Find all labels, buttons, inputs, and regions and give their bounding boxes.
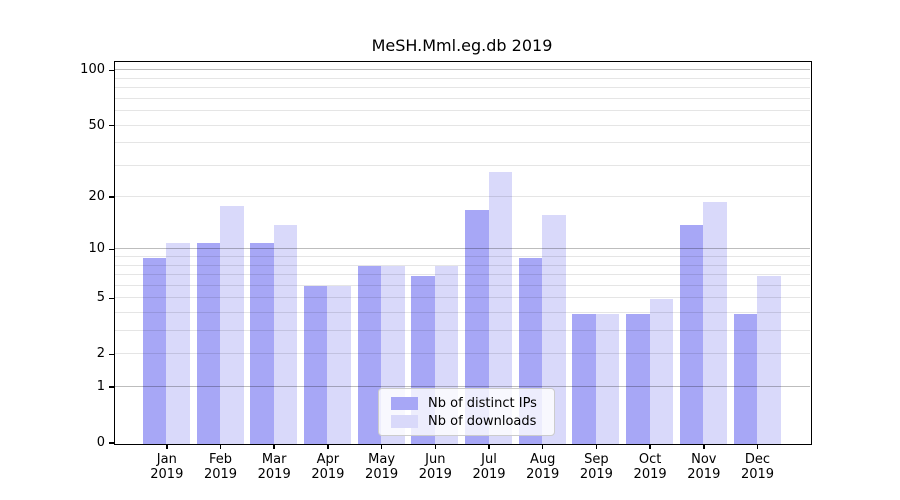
bar-distinct-ips-nov: [679, 224, 704, 444]
gridline-minor: [114, 284, 810, 286]
x-tick-mark: [166, 444, 168, 449]
x-tick-mark: [488, 444, 490, 449]
bar-downloads-dec: [757, 275, 781, 444]
legend: Nb of distinct IPs Nb of downloads: [378, 388, 555, 436]
gridline-minor: [114, 124, 810, 126]
x-tick-label-feb: Feb 2019: [203, 452, 238, 482]
legend-item-distinct-ips: Nb of distinct IPs: [387, 396, 546, 411]
gridline-minor: [114, 256, 810, 258]
y-tick-label: 0: [96, 435, 105, 450]
y-tick-label: 20: [88, 189, 105, 205]
gridline-minor: [114, 196, 810, 198]
x-tick-label-mar: Mar 2019: [257, 452, 291, 482]
y-tick-label: 1: [96, 379, 105, 395]
gridline-minor: [114, 97, 810, 99]
bar-distinct-ips-sep: [572, 313, 596, 444]
bar-downloads-jul: [488, 171, 512, 444]
bar-distinct-ips-jul: [465, 210, 489, 444]
x-tick-label-nov: Nov 2019: [687, 452, 721, 482]
y-tick-mark: [109, 297, 114, 300]
gridline-minor: [114, 164, 810, 166]
bar-distinct-ips-oct: [626, 313, 650, 444]
gridline-major: [114, 69, 810, 71]
chart-title: MeSH.Mml.eg.db 2019: [371, 36, 553, 55]
x-tick-label-may: May 2019: [365, 452, 399, 482]
x-tick-mark: [380, 444, 383, 449]
x-tick-mark: [219, 444, 222, 449]
x-tick-mark: [595, 444, 598, 449]
bar-downloads-aug: [542, 214, 566, 444]
x-tick-mark: [541, 444, 544, 449]
y-tick-mark: [109, 442, 114, 444]
bar-downloads-sep: [595, 313, 620, 444]
y-tick-label: 5: [96, 290, 105, 306]
bar-downloads-oct: [649, 298, 674, 444]
bar-downloads-jan: [166, 242, 190, 444]
bar-distinct-ips-mar: [250, 242, 274, 444]
legend-swatch-distinct-ips: [391, 396, 418, 410]
x-tick-label-dec: Dec 2019: [740, 452, 775, 482]
bar-downloads-apr: [327, 286, 351, 444]
y-tick-label: 10: [88, 241, 105, 257]
x-tick-mark: [327, 444, 329, 449]
gridline-minor: [114, 274, 810, 276]
x-tick-mark: [649, 444, 651, 449]
gridline-minor: [114, 87, 810, 89]
bar-downloads-mar: [273, 224, 298, 444]
bar-distinct-ips-jan: [142, 257, 167, 444]
y-tick-mark: [109, 69, 114, 72]
y-tick-label: 2: [96, 346, 105, 362]
y-tick-mark: [109, 196, 114, 198]
x-tick-label-apr: Apr 2019: [311, 452, 345, 482]
bar-downloads-nov: [703, 201, 727, 444]
gridline-minor: [114, 77, 810, 79]
gridline-minor: [114, 353, 810, 355]
bar-downloads-feb: [220, 205, 244, 444]
legend-label-downloads: Nb of downloads: [428, 413, 537, 429]
x-tick-label-sep: Sep 2019: [579, 452, 613, 482]
x-tick-label-jun: Jun 2019: [418, 452, 452, 482]
bar-distinct-ips-feb: [196, 242, 220, 444]
x-tick-label-jan: Jan 2019: [150, 452, 184, 482]
plot-area: [113, 60, 812, 445]
y-tick-mark: [109, 353, 114, 356]
x-tick-mark: [434, 444, 437, 449]
gridline-minor: [114, 330, 810, 332]
gridline-minor: [114, 264, 810, 266]
bar-distinct-ips-apr: [303, 286, 328, 444]
gridline-minor: [114, 297, 810, 299]
x-tick-mark: [273, 444, 275, 449]
y-tick-label: 100: [80, 62, 105, 78]
gridline-minor: [114, 312, 810, 314]
bar-distinct-ips-dec: [733, 313, 757, 444]
legend-item-downloads: Nb of downloads: [387, 414, 546, 429]
bar-distinct-ips-may: [357, 266, 382, 444]
x-tick-mark: [756, 444, 759, 449]
gridline-minor: [114, 142, 810, 144]
y-tick-mark: [109, 124, 114, 127]
gridline-minor: [114, 110, 810, 112]
y-tick-mark: [109, 248, 114, 251]
gridline-major: [114, 386, 810, 388]
legend-label-distinct-ips: Nb of distinct IPs: [428, 395, 537, 411]
x-tick-label-aug: Aug 2019: [526, 452, 560, 482]
x-tick-label-jul: Jul 2019: [472, 452, 506, 482]
y-tick-label: 50: [88, 117, 105, 133]
x-tick-mark: [703, 444, 705, 449]
x-tick-label-oct: Oct 2019: [633, 452, 667, 482]
legend-swatch-downloads: [391, 414, 418, 428]
y-tick-mark: [109, 386, 114, 388]
gridline-major: [114, 248, 810, 250]
